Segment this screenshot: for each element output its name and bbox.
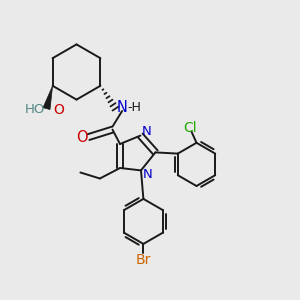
Text: O: O bbox=[76, 130, 88, 145]
Text: O: O bbox=[54, 103, 64, 116]
Text: N: N bbox=[142, 125, 152, 138]
Text: Cl: Cl bbox=[183, 122, 197, 135]
Text: Br: Br bbox=[136, 253, 151, 266]
Text: N: N bbox=[117, 100, 128, 115]
Polygon shape bbox=[43, 86, 52, 110]
Text: N: N bbox=[143, 168, 152, 181]
Text: -H: -H bbox=[127, 101, 141, 114]
Text: HO: HO bbox=[25, 103, 45, 116]
